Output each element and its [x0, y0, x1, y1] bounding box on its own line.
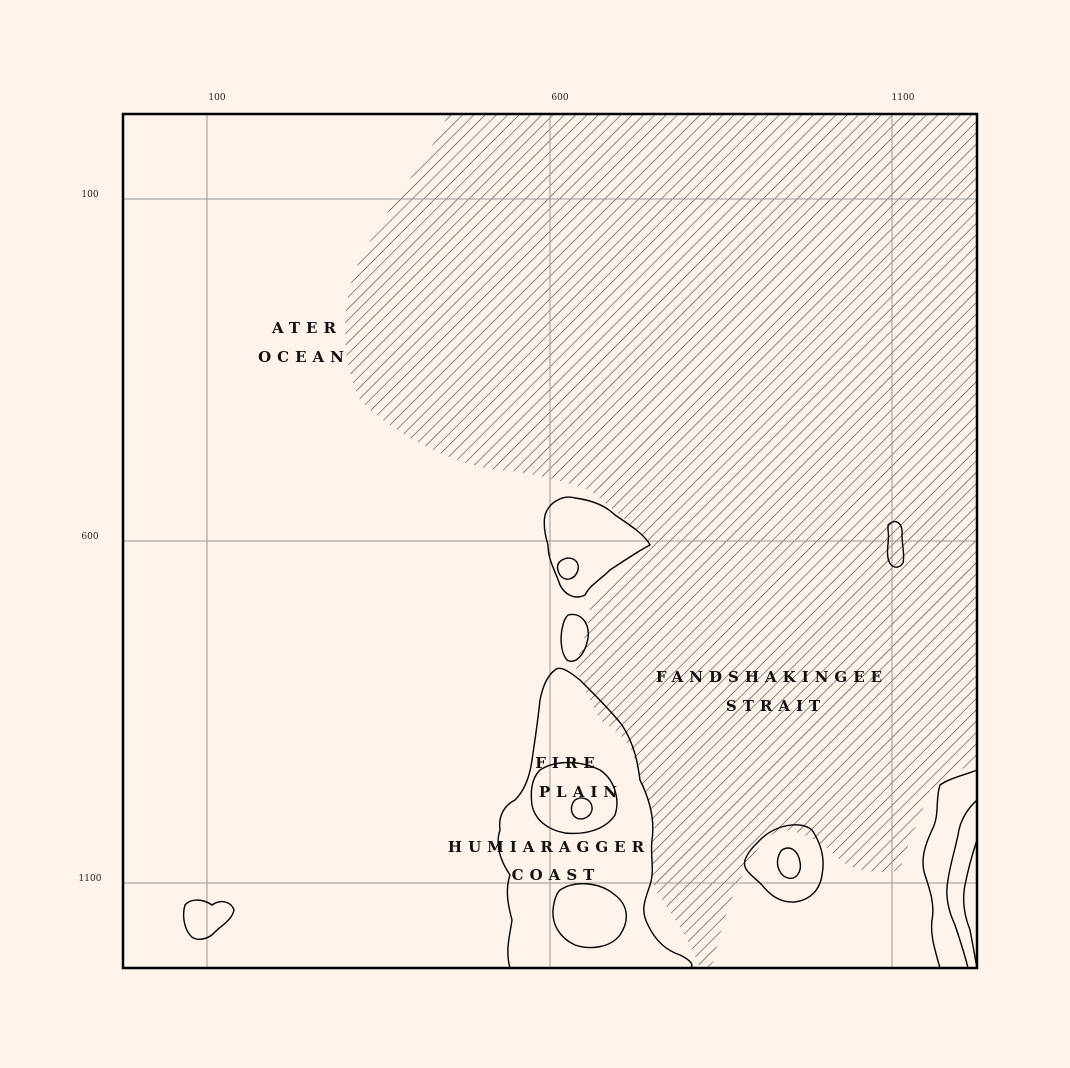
islet-small-2 — [560, 613, 589, 662]
island-southwest — [182, 899, 235, 940]
label-coast-line2: COAST — [512, 866, 601, 884]
east-coast-contour-3 — [962, 839, 977, 968]
plain-inner-ring-2 — [570, 797, 593, 820]
label-ocean-line1: ATER — [271, 319, 342, 337]
coast-inner-ring — [552, 883, 627, 949]
island-northern — [543, 496, 651, 598]
label-ocean-line2: OCEAN — [258, 348, 350, 366]
place-labels: ATER OCEAN FANDSHAKINGEE STRAIT FIRE PLA… — [258, 319, 888, 884]
y-tick-labels: 100 600 1100 — [79, 190, 102, 884]
mainland-fire-plain — [497, 667, 693, 968]
island-southeast — [743, 824, 824, 903]
x-tick-100: 100 — [208, 93, 225, 103]
y-tick-600: 600 — [81, 532, 98, 542]
plain-inner-ring-1 — [530, 761, 618, 835]
x-tick-600: 600 — [551, 93, 568, 103]
islet-small-1 — [556, 557, 579, 580]
y-tick-100: 100 — [81, 190, 98, 200]
map-frame — [121, 112, 979, 970]
label-strait-line2: STRAIT — [726, 697, 826, 715]
islet-east — [886, 520, 905, 568]
x-tick-labels: 100 600 1100 — [208, 93, 914, 103]
y-tick-1100: 1100 — [79, 874, 102, 884]
label-strait-line1: FANDSHAKINGEE — [656, 668, 888, 686]
label-plain-line2: PLAIN — [539, 783, 623, 801]
east-coast-contour-1 — [922, 769, 977, 968]
east-coast-contour-2 — [946, 799, 977, 968]
graticule — [123, 114, 977, 968]
label-coast-line1: HUMIARAGGER — [448, 838, 650, 856]
coastlines — [182, 496, 977, 968]
island-southeast-inner — [776, 847, 802, 879]
x-tick-1100: 1100 — [892, 93, 915, 103]
label-plain-line1: FIRE — [535, 754, 601, 772]
